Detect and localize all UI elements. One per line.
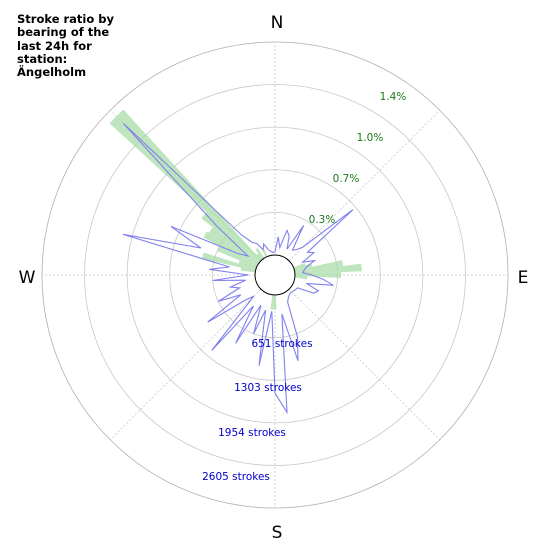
ratio-bar	[255, 247, 265, 260]
grid-spoke	[109, 288, 262, 441]
ratio-bar	[240, 267, 256, 273]
direction-label-south: S	[272, 523, 283, 543]
ratio-bar	[294, 260, 344, 273]
ratio-bar	[238, 260, 257, 269]
grid-spoke	[288, 109, 441, 262]
strokes-tick-label: 1303 strokes	[234, 382, 302, 394]
strokes-tick-label: 2605 strokes	[202, 471, 270, 483]
ratio-bar	[256, 253, 263, 261]
ratio-tick-label: 0.3%	[309, 214, 336, 226]
ratio-tick-label: 0.7%	[333, 173, 360, 185]
ratio-bar	[273, 294, 277, 310]
strokes-tick-label: 1954 strokes	[218, 427, 286, 439]
center-hole	[254, 254, 296, 296]
grid-circle	[84, 84, 466, 466]
direction-label-east: E	[518, 268, 529, 288]
grid-spoke	[288, 288, 441, 441]
ratio-bar	[203, 231, 259, 266]
ratio-bar	[202, 252, 256, 271]
chart-title: Stroke ratio by bearing of the last 24h …	[17, 12, 114, 80]
ratio-bars	[109, 109, 362, 310]
strokes-polygon	[122, 123, 354, 415]
tick-labels: N E S W 0.3% 0.7% 1.0% 1.4% 651 strokes …	[19, 13, 529, 543]
ratio-bar	[294, 272, 342, 278]
ratio-bar	[262, 249, 268, 258]
grid-circle	[126, 126, 424, 424]
ratio-bar	[294, 263, 362, 275]
ratio-bar	[270, 294, 275, 310]
ratio-bar	[293, 262, 306, 269]
ratio-tick-label: 1.0%	[357, 132, 384, 144]
ratio-bar	[294, 275, 308, 280]
strokes-line	[122, 123, 354, 415]
strokes-tick-label: 651 strokes	[251, 338, 312, 350]
ratio-bar	[109, 109, 262, 262]
direction-label-north: N	[271, 13, 284, 33]
ratio-tick-label: 1.4%	[380, 91, 407, 103]
direction-label-west: W	[19, 268, 36, 288]
center-circle	[254, 254, 296, 296]
ratio-bar	[217, 246, 258, 268]
